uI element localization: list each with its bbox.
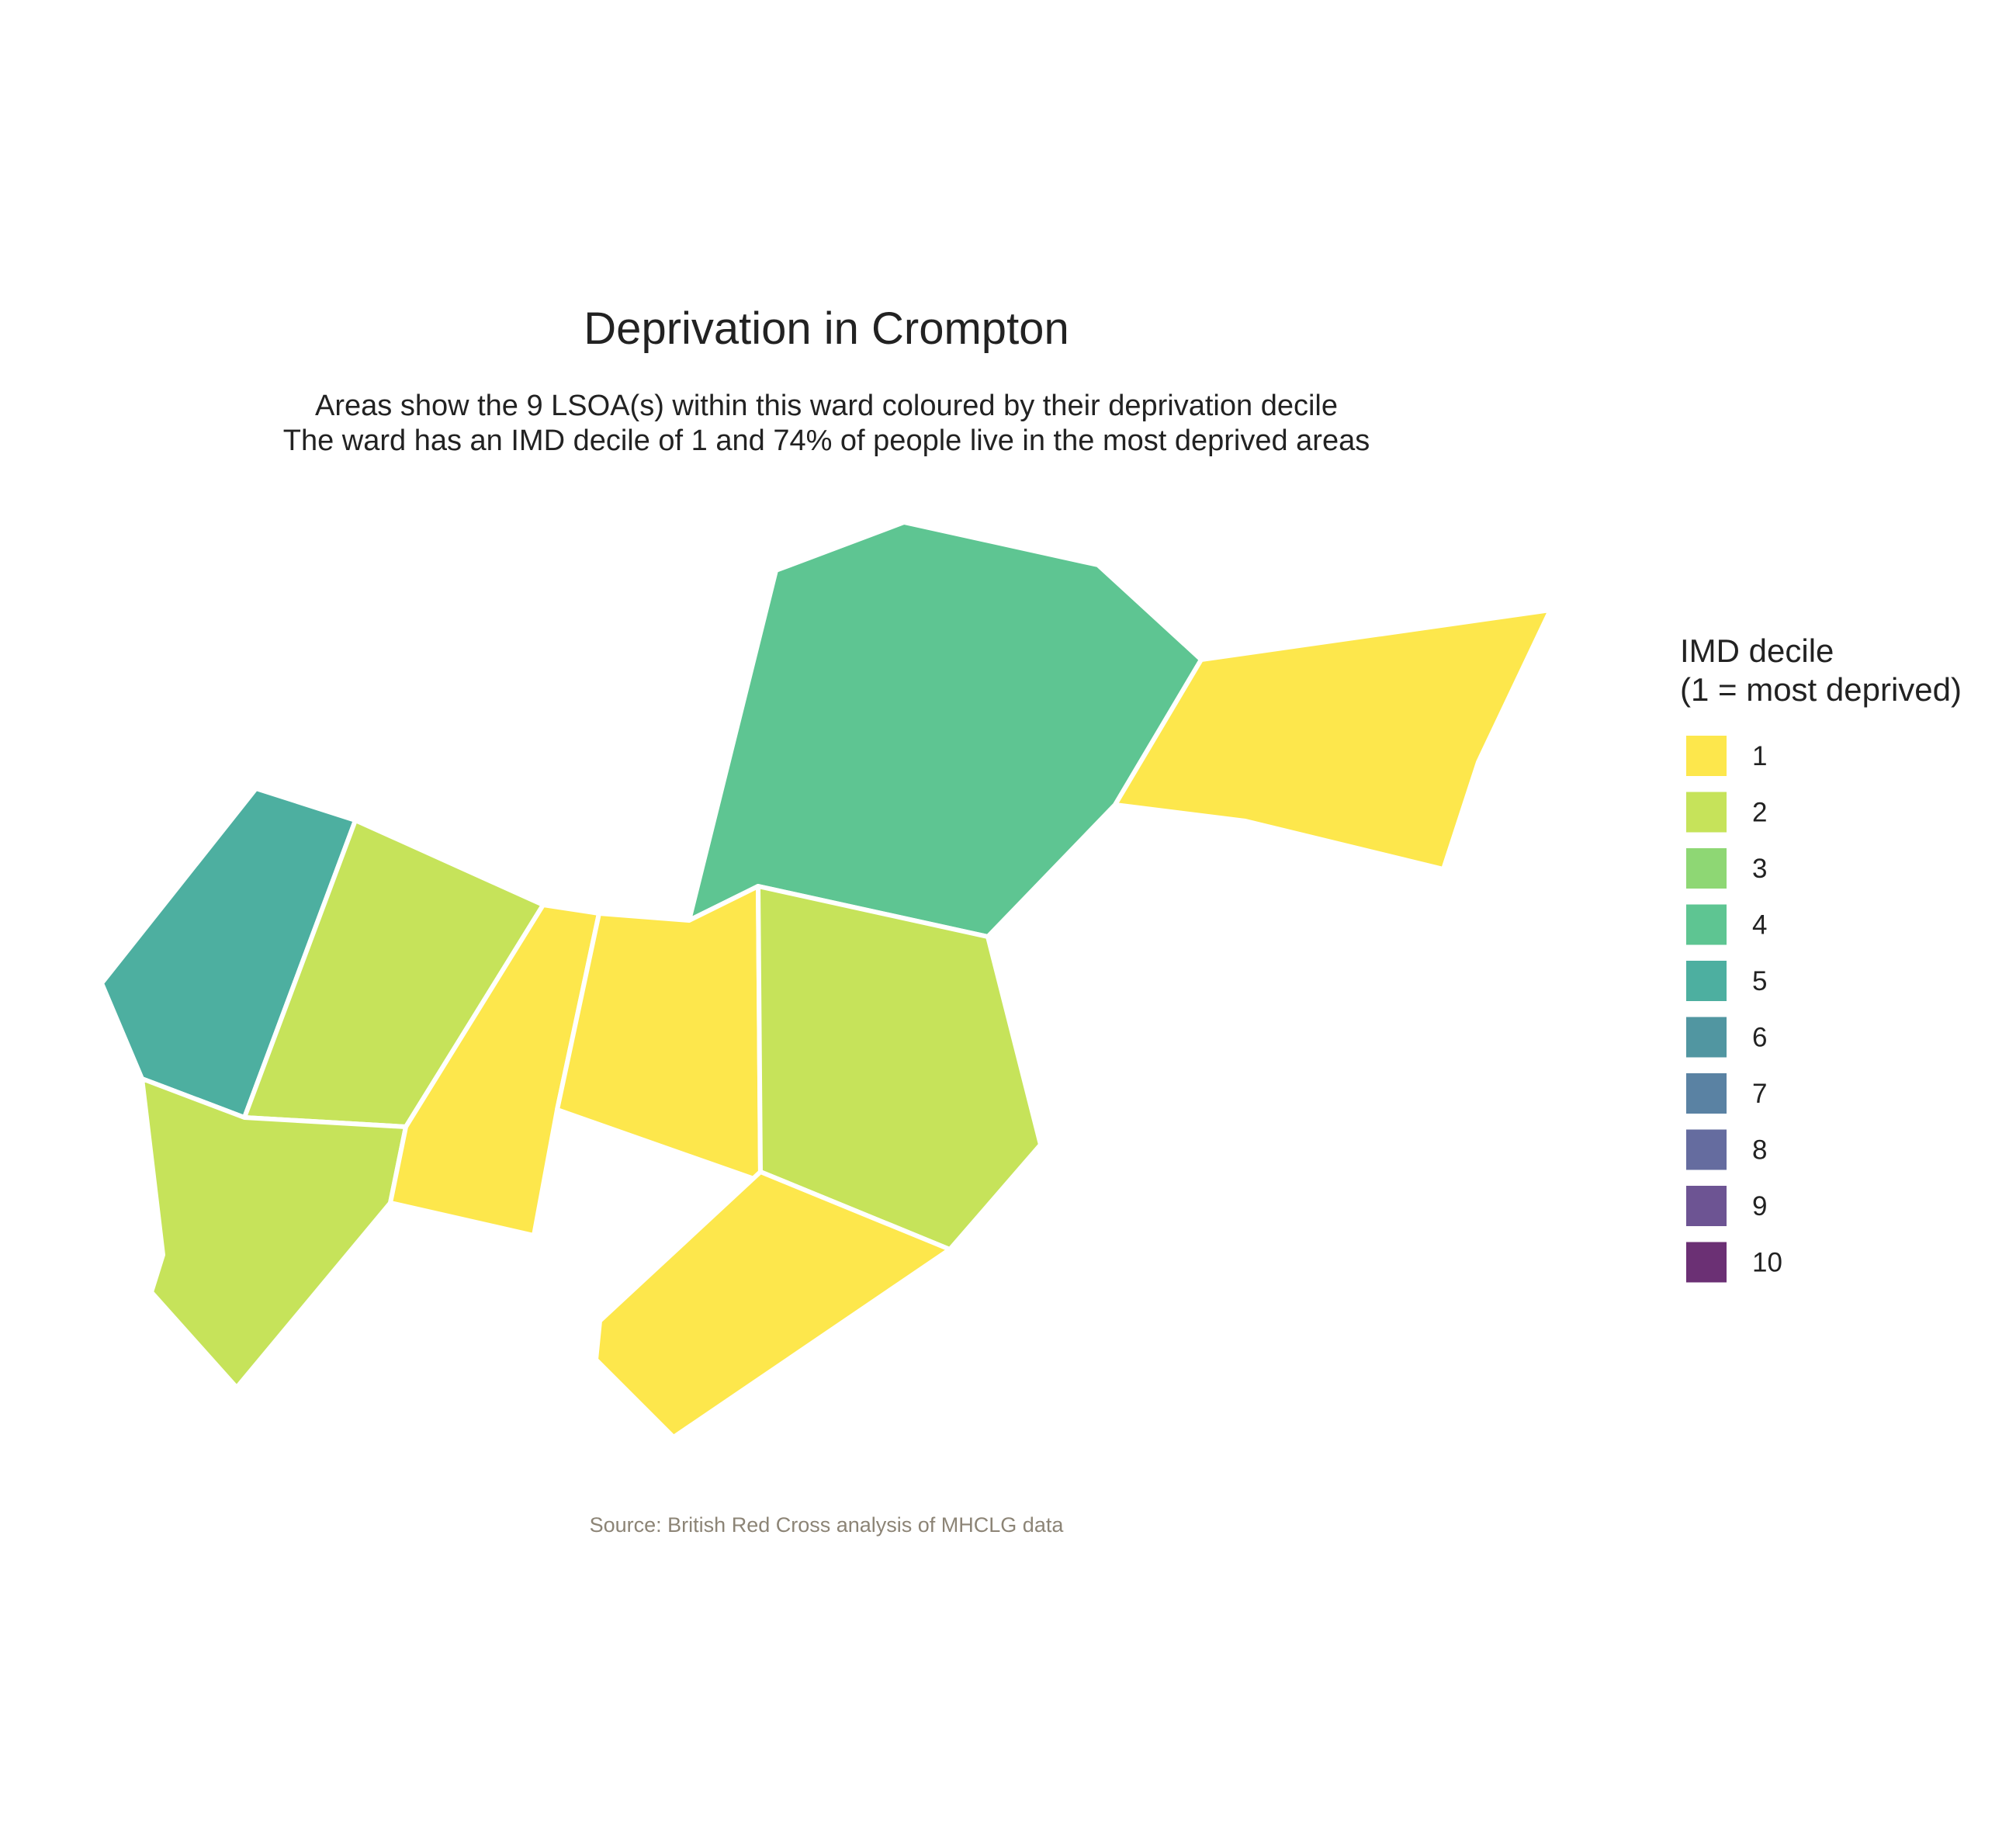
legend: IMD decile (1 = most deprived) 1 2 3 4 5 6 7 8 9… xyxy=(1680,632,1962,1283)
lsoa-map xyxy=(99,520,1553,1440)
chart-subtitle-line-2: The ward has an IMD decile of 1 and 74% … xyxy=(283,424,1370,457)
legend-label-7: 7 xyxy=(1752,1079,1767,1109)
legend-label-6: 6 xyxy=(1752,1023,1767,1053)
legend-label-9: 9 xyxy=(1752,1191,1767,1221)
legend-items: 1 2 3 4 5 6 7 8 9 10 xyxy=(1686,736,1782,1283)
legend-label-2: 2 xyxy=(1752,798,1767,828)
legend-label-1: 1 xyxy=(1752,741,1767,771)
chart-subtitle-line-1: Areas show the 9 LSOA(s) within this war… xyxy=(315,390,1338,422)
legend-key-4 xyxy=(1686,904,1727,945)
lsoa-area-south-west xyxy=(140,1076,408,1390)
legend-key-9 xyxy=(1686,1186,1727,1226)
legend-label-8: 8 xyxy=(1752,1135,1767,1166)
source-caption: Source: British Red Cross analysis of MH… xyxy=(590,1513,1065,1537)
legend-key-3 xyxy=(1686,848,1727,889)
legend-key-6 xyxy=(1686,1017,1727,1058)
legend-key-10 xyxy=(1686,1242,1727,1283)
legend-title-line-2: (1 = most deprived) xyxy=(1680,671,1962,708)
legend-title-line-1: IMD decile xyxy=(1680,632,1834,669)
legend-label-5: 5 xyxy=(1752,966,1767,996)
legend-key-2 xyxy=(1686,792,1727,833)
legend-key-8 xyxy=(1686,1129,1727,1170)
legend-key-7 xyxy=(1686,1073,1727,1114)
lsoa-area-centre-south xyxy=(756,884,1043,1252)
chart-title: Deprivation in Crompton xyxy=(584,303,1069,354)
legend-label-4: 4 xyxy=(1752,910,1767,941)
legend-label-10: 10 xyxy=(1752,1248,1782,1278)
legend-key-5 xyxy=(1686,961,1727,1001)
lsoa-area-north-east-large xyxy=(687,520,1204,939)
lsoa-area-far-east xyxy=(1113,608,1553,871)
legend-label-3: 3 xyxy=(1752,854,1767,884)
legend-key-1 xyxy=(1686,736,1727,776)
lsoa-area-south xyxy=(594,1169,952,1440)
